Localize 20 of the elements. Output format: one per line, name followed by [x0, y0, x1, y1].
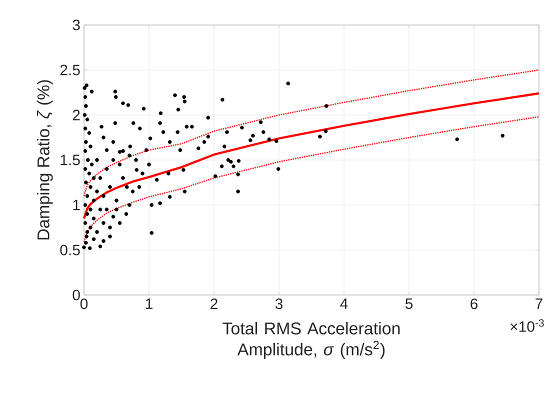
y-tick-label: 2.5	[60, 64, 80, 76]
x-tick-label: 0	[80, 298, 88, 310]
x-tick-label: 1	[146, 298, 152, 309]
y-tick-label: 1	[73, 200, 80, 210]
x-tick-label: 2	[210, 298, 218, 309]
y-tick-label: 0	[72, 290, 80, 300]
y-tick-label: 3	[72, 20, 80, 30]
line-series	[83, 69, 540, 197]
line-series	[82, 92, 540, 220]
y-axis-title: Damping Ratio, ζ (%)	[36, 80, 53, 240]
x-axis-title: Total RMS Acceleration Amplitude, σ (m/s$^{2}$)	[222, 322, 400, 359]
x-tick-label: 3	[275, 298, 283, 310]
x-tick-label: 6	[470, 298, 478, 310]
y-tick-label: 2	[72, 110, 80, 120]
text: ×10$^{-3}$	[510, 319, 544, 332]
x-tick-label: 5	[405, 298, 413, 309]
x-tick-label: 7	[536, 298, 542, 309]
y-tick-label: 0.5	[60, 244, 80, 256]
y-tick-label: 1.5	[60, 154, 80, 166]
x-tick-label: 4	[340, 298, 348, 309]
